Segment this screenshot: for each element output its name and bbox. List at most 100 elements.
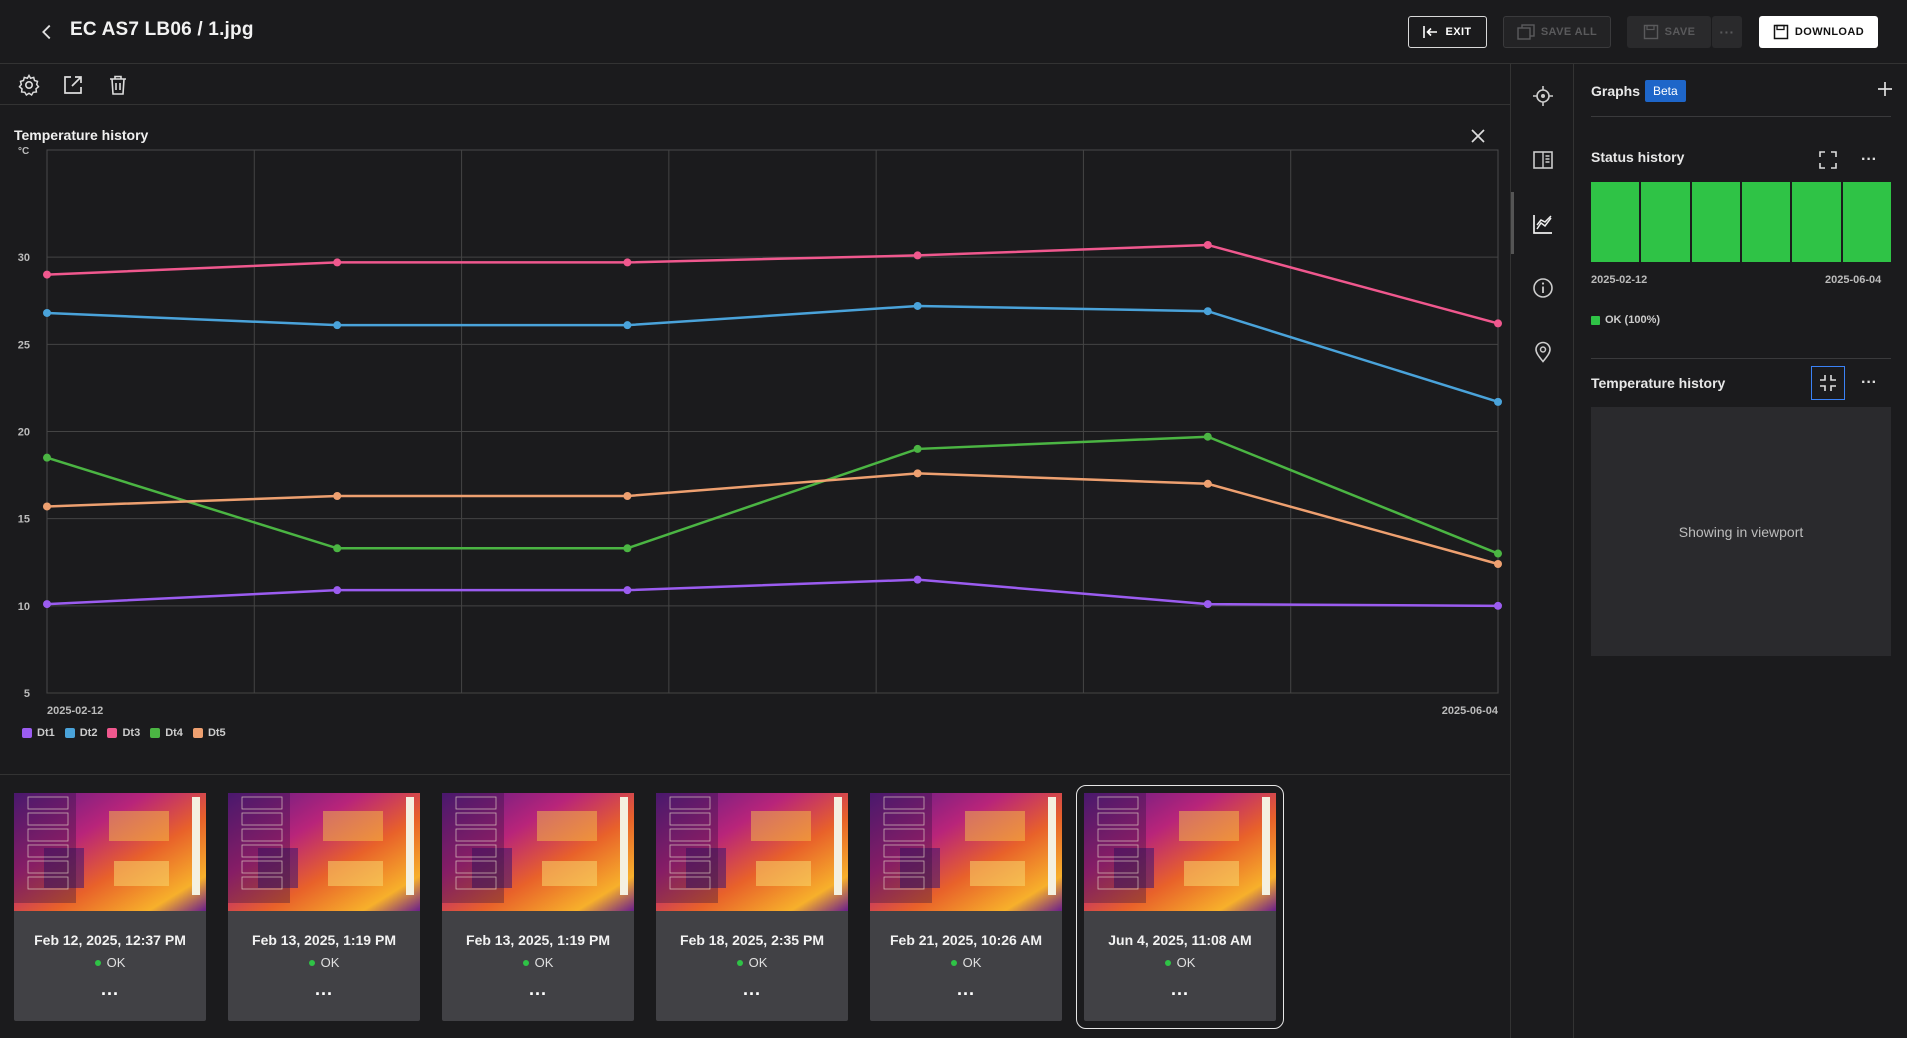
download-button[interactable]: DOWNLOAD	[1759, 16, 1878, 48]
data-point-dt3	[1494, 319, 1502, 328]
data-point-dt5	[1494, 559, 1502, 568]
data-point-dt3	[333, 258, 342, 267]
crosshair-icon[interactable]	[1531, 84, 1555, 108]
data-point-dt4	[43, 453, 51, 462]
expand-icon	[1819, 151, 1837, 169]
temperature-history-title: Temperature history	[1591, 375, 1726, 391]
status-dot-icon	[308, 959, 315, 966]
settings-icon[interactable]	[17, 73, 41, 97]
exit-button[interactable]: EXIT	[1408, 16, 1487, 48]
data-point-dt2	[1203, 307, 1212, 316]
top-bar: EC AS7 LB06 / 1.jpg EXIT SAVE ALL SAVE ·…	[0, 0, 1907, 64]
status-bar[interactable]	[1641, 182, 1690, 262]
image-thumbnail-card[interactable]: Feb 18, 2025, 2:35 PM OK...	[656, 793, 848, 1021]
download-icon	[1773, 24, 1789, 40]
data-point-dt3	[43, 270, 51, 279]
data-point-dt1	[913, 575, 922, 584]
status-bar[interactable]	[1591, 182, 1640, 262]
legend-item-dt4[interactable]: Dt4	[150, 727, 183, 739]
data-point-dt2	[913, 301, 922, 310]
series-line-dt3	[46, 243, 1499, 325]
status-more-button[interactable]: ···	[1861, 151, 1877, 168]
thermal-image-preview	[228, 793, 420, 911]
legend-item-dt2[interactable]: Dt2	[64, 727, 98, 739]
back-arrow-icon[interactable]	[36, 20, 58, 44]
status-history-title: Status history	[1591, 149, 1685, 165]
thermal-image-preview	[656, 793, 848, 911]
status-end-date: 2025-06-04	[1825, 274, 1882, 286]
status-dot-icon	[1164, 959, 1171, 966]
y-tick-label: 15	[18, 514, 30, 526]
status-legend-label: OK (100%)	[1605, 314, 1661, 326]
add-graph-icon[interactable]	[1875, 79, 1895, 99]
beta-badge: Beta	[1645, 80, 1686, 102]
status-label: OK	[534, 955, 554, 970]
status-label: OK	[962, 955, 982, 970]
info-icon[interactable]	[1531, 276, 1555, 300]
thumbnail-date: Feb 13, 2025, 1:19 PM	[466, 932, 610, 948]
data-point-dt3	[1203, 240, 1212, 249]
trash-icon[interactable]	[106, 73, 130, 97]
data-point-dt1	[1494, 601, 1502, 610]
thumbnail-date: Jun 4, 2025, 11:08 AM	[1108, 932, 1252, 948]
data-point-dt2	[1494, 397, 1502, 406]
thumbnail-more-button[interactable]: ...	[528, 979, 547, 999]
data-point-dt4	[623, 544, 632, 553]
image-thumbnail-card[interactable]: Jun 4, 2025, 11:08 AM OK...	[1076, 785, 1284, 1029]
data-point-dt1	[623, 586, 632, 595]
status-legend: OK (100%)	[1591, 314, 1660, 326]
status-bar[interactable]	[1792, 182, 1841, 262]
open-external-icon[interactable]	[61, 73, 85, 97]
rail-active-indicator	[1511, 192, 1514, 254]
thumbnail-more-button[interactable]: ...	[100, 979, 119, 999]
collapse-button[interactable]	[1811, 366, 1845, 400]
status-label: OK	[106, 955, 126, 970]
legend-item-dt5[interactable]: Dt5	[192, 727, 226, 739]
exit-icon	[1423, 26, 1438, 38]
status-dot-icon	[950, 959, 957, 966]
status-bar[interactable]	[1741, 182, 1791, 262]
image-thumbnail-card[interactable]: Feb 13, 2025, 1:19 PM OK...	[228, 793, 420, 1021]
legend-swatch	[64, 728, 75, 738]
download-label: DOWNLOAD	[1794, 26, 1865, 38]
status-bar[interactable]	[1842, 182, 1891, 262]
image-thumbnail-card[interactable]: Feb 13, 2025, 1:19 PM OK...	[442, 793, 634, 1021]
status-dot-icon	[94, 959, 101, 966]
chart-icon[interactable]	[1531, 212, 1555, 236]
thumbnail-more-button[interactable]: ...	[314, 979, 333, 999]
data-point-dt1	[43, 600, 51, 609]
x-tick-label-start: 2025-02-12	[47, 705, 103, 717]
status-start-date: 2025-02-12	[1591, 274, 1648, 286]
save-all-button[interactable]: SAVE ALL	[1503, 16, 1611, 48]
legend-item-dt1[interactable]: Dt1	[22, 727, 55, 739]
status-bar[interactable]	[1691, 182, 1740, 262]
thumbnail-more-button[interactable]: ...	[742, 979, 761, 999]
thumbnail-more-button[interactable]: ...	[956, 979, 975, 999]
thermal-image-preview	[442, 793, 634, 911]
thumbnail-more-button[interactable]: ...	[1170, 979, 1189, 999]
data-point-dt5	[333, 492, 342, 501]
save-all-icon	[1517, 24, 1535, 40]
save-button[interactable]: SAVE	[1627, 16, 1711, 48]
side-rail	[1511, 64, 1574, 1038]
image-thumbnail-card[interactable]: Feb 12, 2025, 12:37 PM OK...	[14, 793, 206, 1021]
legend-label: Dt2	[79, 727, 98, 739]
thumbnail-status: OK	[1084, 955, 1276, 970]
close-icon[interactable]	[1468, 126, 1488, 146]
y-tick-label: 5	[24, 688, 30, 700]
thumbnail-date: Feb 21, 2025, 10:26 AM	[889, 932, 1042, 948]
data-point-dt5	[913, 469, 922, 478]
expand-button[interactable]	[1811, 143, 1845, 177]
image-thumbnail-card[interactable]: Feb 21, 2025, 10:26 AM OK...	[870, 793, 1062, 1021]
x-tick-label-end: 2025-06-04	[1442, 705, 1499, 717]
more-options-button[interactable]: ···	[1712, 16, 1742, 48]
compare-icon[interactable]	[1531, 148, 1555, 172]
data-point-dt2	[333, 321, 342, 330]
legend-swatch	[22, 728, 32, 738]
status-dot-icon	[522, 959, 529, 966]
location-pin-icon[interactable]	[1531, 340, 1555, 364]
image-history-strip: Feb 12, 2025, 12:37 PM OK... Feb 13, 2025,…	[0, 776, 1510, 1038]
legend-item-dt3[interactable]: Dt3	[107, 727, 140, 739]
chart-title: Temperature history	[14, 127, 149, 143]
temperature-more-button[interactable]: ···	[1861, 374, 1877, 391]
